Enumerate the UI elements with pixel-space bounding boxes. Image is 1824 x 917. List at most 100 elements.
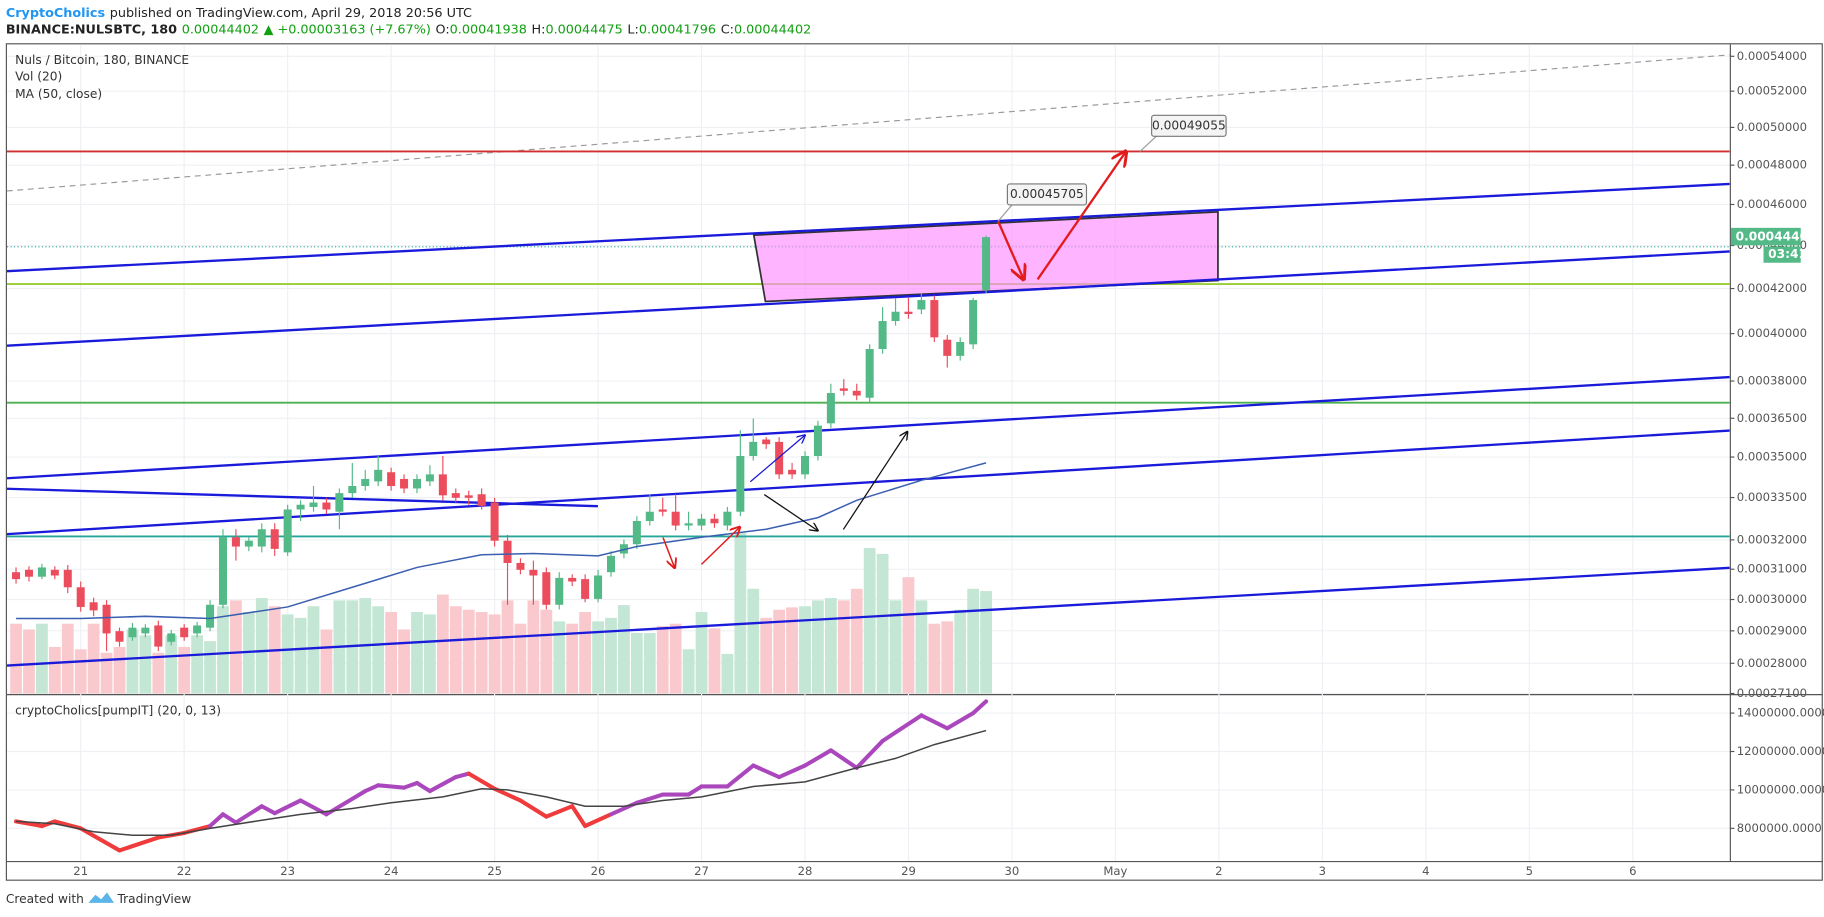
candle-body	[244, 540, 253, 547]
candle-body	[296, 504, 305, 510]
volume-bar	[579, 612, 592, 694]
channel-line[interactable]	[6, 250, 1730, 347]
candle-body	[581, 579, 590, 599]
x-tick-label: 22	[177, 864, 192, 878]
y-tick-label: 0.00033500	[1737, 490, 1807, 504]
candle-body	[529, 569, 538, 576]
volume-bar	[566, 623, 579, 694]
x-tick-label: 3	[1319, 864, 1326, 878]
candle-body	[128, 627, 137, 638]
candle-body	[594, 575, 603, 599]
volume-bar	[307, 606, 320, 694]
last-price-box	[1730, 227, 1801, 246]
candles	[12, 235, 991, 652]
callout-box[interactable]	[1006, 183, 1088, 206]
volume-bar	[708, 628, 721, 694]
candle-body	[361, 478, 370, 487]
symbol: BINANCE:NULSBTC, 180	[6, 22, 177, 37]
candle-body	[762, 439, 771, 445]
candle-body	[387, 472, 396, 487]
volume-bar	[669, 623, 682, 694]
indicator-segment	[854, 738, 885, 770]
candle-body	[50, 569, 59, 576]
candle-body	[37, 567, 46, 577]
volume-bar	[475, 612, 488, 694]
arrow[interactable]	[842, 432, 907, 530]
candle-body	[490, 502, 499, 541]
arrow[interactable]	[700, 527, 739, 565]
callout-box[interactable]	[1151, 114, 1227, 137]
volume-bar	[152, 652, 165, 694]
indicator-segment	[402, 780, 420, 790]
volume	[10, 532, 992, 694]
channel-line[interactable]	[6, 566, 1730, 667]
last-price: 0.00044402	[182, 22, 259, 37]
indicator-segment	[634, 792, 665, 805]
y-tick-label: 0.00031000	[1737, 562, 1807, 576]
channel-line[interactable]	[6, 429, 1730, 536]
candle-body	[309, 502, 318, 507]
volume-bar	[954, 609, 967, 694]
candle-body	[425, 474, 434, 482]
volume-bar	[747, 588, 760, 694]
candle-body	[982, 237, 991, 290]
arrow[interactable]	[749, 435, 805, 483]
volume-bar	[178, 646, 191, 694]
volume-bar	[592, 621, 604, 694]
arrow[interactable]	[763, 494, 818, 531]
candle-body	[516, 562, 525, 570]
symbol-line: BINANCE:NULSBTC, 180 0.00044402 ▲ +0.00003…	[6, 22, 811, 37]
candle-body	[154, 625, 163, 647]
indicator-segment	[492, 786, 523, 803]
volume-bar	[682, 649, 695, 694]
candle-body	[477, 494, 486, 506]
volume-bar	[61, 623, 74, 694]
arrows	[662, 135, 1157, 568]
brand-logo	[88, 892, 114, 903]
x-tick-label: 28	[798, 864, 813, 878]
indicator-segment	[919, 713, 950, 731]
volume-bar	[217, 606, 229, 694]
trend-line[interactable]	[6, 54, 1730, 192]
chart-title: Nuls / Bitcoin, 180, BINANCE	[15, 53, 189, 67]
volume-bar	[941, 621, 954, 694]
candle-body	[749, 441, 758, 456]
brand[interactable]: TradingView	[116, 892, 191, 906]
candle-body	[736, 455, 745, 512]
channel-line[interactable]	[6, 182, 1730, 273]
candle-body	[800, 455, 810, 475]
y-tick-label: 0.00054000	[1737, 49, 1807, 63]
channel-line[interactable]	[6, 487, 598, 508]
indicator-segment	[802, 748, 833, 768]
candle-body	[606, 555, 616, 573]
publisher[interactable]: CryptoCholics	[6, 5, 105, 20]
x-tick-label: May	[1103, 864, 1127, 878]
legend-entry: MA (50, close)	[15, 87, 102, 101]
volume-bar	[191, 635, 203, 694]
candle-body	[671, 511, 680, 526]
x-tick-label: 27	[694, 864, 709, 878]
indicator-segment	[208, 812, 226, 829]
indicator-segment	[945, 711, 976, 731]
indicator-segment	[259, 804, 277, 816]
indicator-segment	[453, 771, 471, 780]
channel-line[interactable]	[6, 375, 1730, 480]
arrow[interactable]	[1036, 151, 1126, 281]
candle-body	[400, 478, 409, 489]
callout-leader	[997, 204, 1013, 222]
ohlc-label: O:	[435, 22, 449, 37]
candle-body	[270, 529, 279, 549]
indicator-segment	[78, 826, 122, 853]
ohlc-label: H:	[532, 22, 546, 37]
y-tick-label: 8000000.0000	[1737, 821, 1822, 835]
volume-bar	[372, 606, 385, 694]
y-tick-label: 0.00050000	[1737, 120, 1807, 134]
candle-body	[917, 300, 926, 310]
arrow[interactable]	[997, 220, 1024, 279]
indicator-segment	[233, 804, 264, 825]
last-price-label: 0.00044402	[1736, 230, 1817, 244]
volume-bar	[618, 605, 630, 694]
arrow[interactable]	[662, 537, 675, 568]
candle-body	[775, 441, 784, 475]
callouts: 0.00045705 0.00049055	[1006, 114, 1227, 206]
